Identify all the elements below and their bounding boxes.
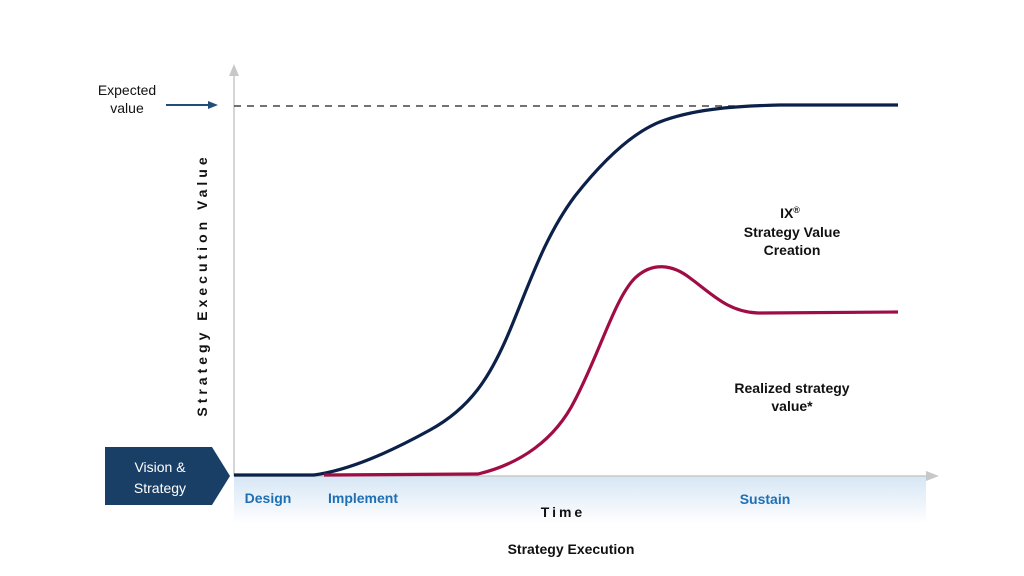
expected-value-arrowhead (208, 101, 218, 109)
realized-value-curve (323, 265, 899, 477)
realized-curve-label-line1: Realized strategy (734, 380, 849, 396)
phase-band (234, 476, 926, 524)
vision-strategy-box (105, 447, 230, 505)
phase-design: Design (245, 490, 292, 506)
registered-mark: ® (793, 205, 800, 215)
vision-strategy-label-line2: Strategy (134, 480, 186, 496)
ix-curve-label-line2: Strategy Value (744, 224, 841, 240)
ix-curve-label-line3: Creation (764, 242, 821, 258)
phase-sustain: Sustain (740, 491, 791, 507)
ix-value-curve (234, 103, 898, 477)
y-axis-arrowhead (229, 64, 239, 76)
footer-title: Strategy Execution (508, 541, 635, 557)
x-axis-title: Time (541, 504, 585, 520)
phase-implement: Implement (328, 490, 398, 506)
ix-brand: IX (780, 205, 794, 221)
expected-value-label-line1: Expected (98, 82, 156, 98)
x-axis-arrowhead (926, 471, 939, 481)
expected-value-label-line2: value (110, 100, 144, 116)
y-axis-title: Strategy Execution Value (194, 153, 210, 416)
vision-strategy-label-line1: Vision & (134, 459, 186, 475)
realized-curve-label-line2: value* (771, 398, 813, 414)
ix-curve-label-line1: IX® (780, 205, 800, 221)
